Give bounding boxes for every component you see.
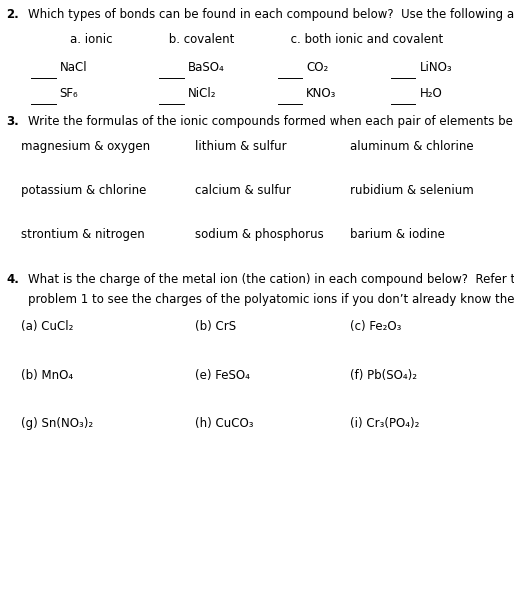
Text: 2.: 2. <box>6 9 19 21</box>
Text: (a) CuCl₂: (a) CuCl₂ <box>21 320 73 333</box>
Text: calcium & sulfur: calcium & sulfur <box>195 184 291 197</box>
Text: 3.: 3. <box>6 115 19 128</box>
Text: a. ionic               b. covalent               c. both ionic and covalent: a. ionic b. covalent c. both ionic and c… <box>70 33 444 46</box>
Text: H₂O: H₂O <box>419 88 442 100</box>
Text: (h) CuCO₃: (h) CuCO₃ <box>195 418 254 430</box>
Text: SF₆: SF₆ <box>60 88 78 100</box>
Text: BaSO₄: BaSO₄ <box>188 61 225 74</box>
Text: Write the formulas of the ionic compounds formed when each pair of elements belo: Write the formulas of the ionic compound… <box>28 115 514 128</box>
Text: potassium & chlorine: potassium & chlorine <box>21 184 146 197</box>
Text: aluminum & chlorine: aluminum & chlorine <box>350 140 473 153</box>
Text: sodium & phosphorus: sodium & phosphorus <box>195 228 324 241</box>
Text: (e) FeSO₄: (e) FeSO₄ <box>195 369 250 382</box>
Text: 4.: 4. <box>6 273 19 286</box>
Text: (f) Pb(SO₄)₂: (f) Pb(SO₄)₂ <box>350 369 416 382</box>
Text: (g) Sn(NO₃)₂: (g) Sn(NO₃)₂ <box>21 418 93 430</box>
Text: KNO₃: KNO₃ <box>306 88 337 100</box>
Text: rubidium & selenium: rubidium & selenium <box>350 184 473 197</box>
Text: (b) CrS: (b) CrS <box>195 320 236 333</box>
Text: LiNO₃: LiNO₃ <box>419 61 452 74</box>
Text: problem 1 to see the charges of the polyatomic ions if you don’t already know th: problem 1 to see the charges of the poly… <box>28 293 514 306</box>
Text: (i) Cr₃(PO₄)₂: (i) Cr₃(PO₄)₂ <box>350 418 419 430</box>
Text: strontium & nitrogen: strontium & nitrogen <box>21 228 144 241</box>
Text: NaCl: NaCl <box>60 61 87 74</box>
Text: (c) Fe₂O₃: (c) Fe₂O₃ <box>350 320 401 333</box>
Text: NiCl₂: NiCl₂ <box>188 88 216 100</box>
Text: magnesium & oxygen: magnesium & oxygen <box>21 140 150 153</box>
Text: barium & iodine: barium & iodine <box>350 228 445 241</box>
Text: What is the charge of the metal ion (the cation) in each compound below?  Refer : What is the charge of the metal ion (the… <box>28 273 514 286</box>
Text: (b) MnO₄: (b) MnO₄ <box>21 369 72 382</box>
Text: CO₂: CO₂ <box>306 61 328 74</box>
Text: Which types of bonds can be found in each compound below?  Use the following ans: Which types of bonds can be found in eac… <box>28 9 514 21</box>
Text: lithium & sulfur: lithium & sulfur <box>195 140 287 153</box>
